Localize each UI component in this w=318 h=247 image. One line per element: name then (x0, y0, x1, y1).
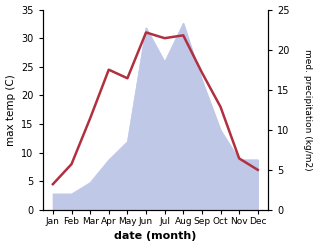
Y-axis label: med. precipitation (kg/m2): med. precipitation (kg/m2) (303, 49, 313, 171)
Y-axis label: max temp (C): max temp (C) (5, 74, 16, 146)
X-axis label: date (month): date (month) (114, 231, 197, 242)
